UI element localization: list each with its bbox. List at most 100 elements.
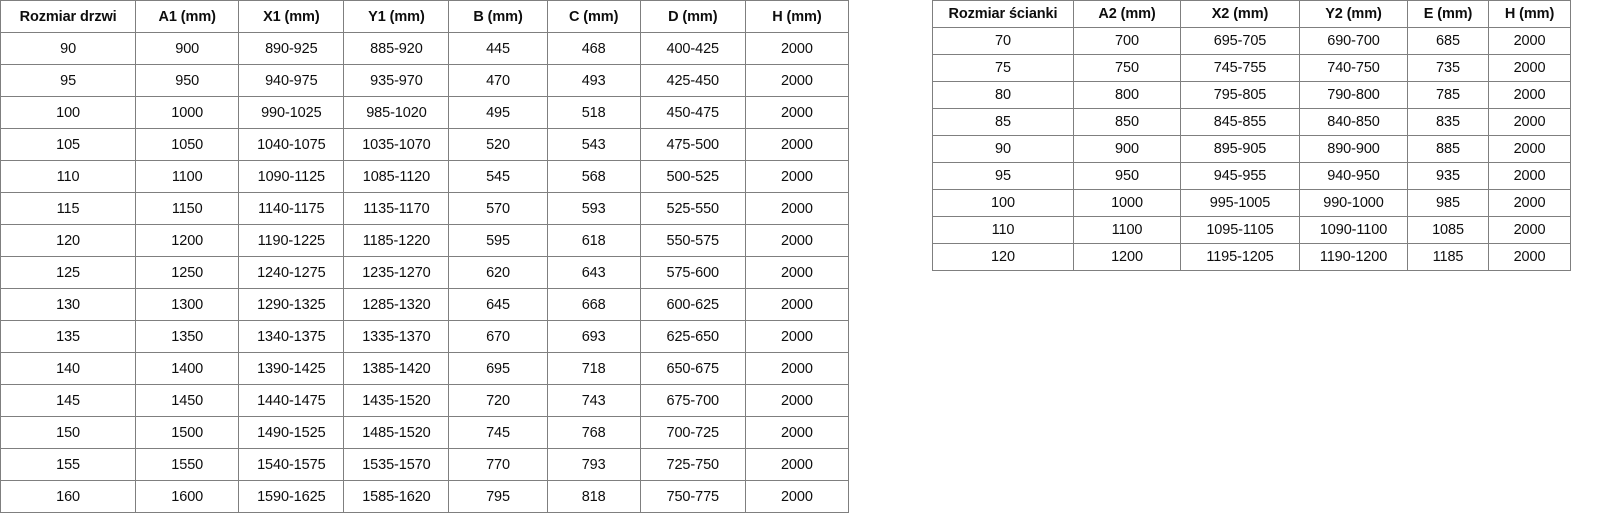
table-cell: 105	[0, 128, 137, 161]
table-cell: 130	[0, 288, 137, 321]
table-cell: 100	[932, 189, 1074, 217]
table-cell: 768	[546, 416, 641, 449]
table-cell: 550-575	[639, 224, 746, 257]
table-row: 100 1000 990-1025 985-1020 495 518 450-475 2000	[0, 96, 850, 129]
table-cell: 400-425	[639, 32, 746, 65]
table-cell: 693	[546, 320, 641, 353]
table-row: 115 1150 1140-1175 1135-1170 570 593 525-550 20…	[0, 192, 850, 225]
table-cell: 2000	[1488, 81, 1571, 109]
table-cell: 493	[546, 64, 641, 97]
table-row: 80 800 795-805 790-800 785 2000	[932, 81, 1571, 109]
table-cell: 1240-1275	[238, 256, 345, 289]
table-cell: 518	[546, 96, 641, 129]
table-cell: 668	[546, 288, 641, 321]
table-cell: 2000	[1488, 243, 1571, 271]
table-cell: 2000	[744, 320, 850, 353]
table-row: 105 1050 1040-1075 1035-1070 520 543 475-500 20…	[0, 128, 850, 161]
table-cell: 1040-1075	[238, 128, 345, 161]
table-cell: 793	[546, 448, 641, 481]
column-header-d: D (mm)	[639, 0, 746, 33]
table-cell: 735	[1407, 54, 1489, 82]
table-row: 125 1250 1240-1275 1235-1270 620 643 575-600 20…	[0, 256, 850, 289]
table-row: 120 1200 1190-1225 1185-1220 595 618 550-575 20…	[0, 224, 850, 257]
table-cell: 1335-1370	[343, 320, 450, 353]
table-cell: 1000	[1073, 189, 1181, 217]
column-header-wall-size: Rozmiar ścianki	[932, 0, 1074, 28]
table-cell: 125	[0, 256, 137, 289]
table-cell: 695	[448, 352, 548, 385]
column-header-door-size: Rozmiar drzwi	[0, 0, 137, 33]
table-cell: 1400	[135, 352, 240, 385]
table-cell: 155	[0, 448, 137, 481]
table-row: 130 1300 1290-1325 1285-1320 645 668 600-625 20…	[0, 288, 850, 321]
table-cell: 2000	[744, 192, 850, 225]
table-cell: 445	[448, 32, 548, 65]
table-cell: 950	[135, 64, 240, 97]
table-cell: 1050	[135, 128, 240, 161]
table-cell: 2000	[744, 448, 850, 481]
table-row: 160 1600 1590-1625 1585-1620 795 818 750-775 20…	[0, 480, 850, 513]
table-cell: 890-925	[238, 32, 345, 65]
table-cell: 150	[0, 416, 137, 449]
table-row: 110 1100 1090-1125 1085-1120 545 568 500-525 20…	[0, 160, 850, 193]
table-cell: 1235-1270	[343, 256, 450, 289]
table-cell: 1150	[135, 192, 240, 225]
table-cell: 690-700	[1299, 27, 1408, 55]
table-cell: 995-1005	[1180, 189, 1300, 217]
table-cell: 525-550	[639, 192, 746, 225]
table-cell: 985	[1407, 189, 1489, 217]
table-cell: 750	[1073, 54, 1181, 82]
table-cell: 620	[448, 256, 548, 289]
table-cell: 945-955	[1180, 162, 1300, 190]
table-cell: 1200	[135, 224, 240, 257]
table-cell: 1135-1170	[343, 192, 450, 225]
table-cell: 2000	[744, 32, 850, 65]
table-cell: 740-750	[1299, 54, 1408, 82]
table-cell: 115	[0, 192, 137, 225]
table-cell: 1290-1325	[238, 288, 345, 321]
table-cell: 1340-1375	[238, 320, 345, 353]
table-cell: 1035-1070	[343, 128, 450, 161]
table-cell: 575-600	[639, 256, 746, 289]
table-row: 70 700 695-705 690-700 685 2000	[932, 27, 1571, 55]
table-cell: 845-855	[1180, 108, 1300, 136]
table-cell: 595	[448, 224, 548, 257]
table-cell: 120	[0, 224, 137, 257]
table-cell: 695-705	[1180, 27, 1300, 55]
table-cell: 750-775	[639, 480, 746, 513]
table-cell: 1100	[1073, 216, 1181, 244]
table-cell: 890-900	[1299, 135, 1408, 163]
table-row: 75 750 745-755 740-750 735 2000	[932, 54, 1571, 82]
table-cell: 1140-1175	[238, 192, 345, 225]
table-cell: 745-755	[1180, 54, 1300, 82]
table-cell: 725-750	[639, 448, 746, 481]
table-cell: 468	[546, 32, 641, 65]
table-cell: 795-805	[1180, 81, 1300, 109]
table-cell: 790-800	[1299, 81, 1408, 109]
column-header-y2: Y2 (mm)	[1299, 0, 1408, 28]
table-cell: 85	[932, 108, 1074, 136]
column-header-h: H (mm)	[1488, 0, 1571, 28]
table-cell: 1085-1120	[343, 160, 450, 193]
table-cell: 90	[0, 32, 137, 65]
table-cell: 110	[932, 216, 1074, 244]
table-cell: 785	[1407, 81, 1489, 109]
column-header-x2: X2 (mm)	[1180, 0, 1300, 28]
table-row: 155 1550 1540-1575 1535-1570 770 793 725-750 20…	[0, 448, 850, 481]
table-cell: 1100	[135, 160, 240, 193]
column-header-b: B (mm)	[448, 0, 548, 33]
column-header-h: H (mm)	[744, 0, 850, 33]
table-cell: 1350	[135, 320, 240, 353]
table-cell: 120	[932, 243, 1074, 271]
table-cell: 1485-1520	[343, 416, 450, 449]
table-cell: 90	[932, 135, 1074, 163]
table-cell: 2000	[744, 288, 850, 321]
table-cell: 1185	[1407, 243, 1489, 271]
table-cell: 100	[0, 96, 137, 129]
table-cell: 593	[546, 192, 641, 225]
table-cell: 940-975	[238, 64, 345, 97]
table-cell: 900	[1073, 135, 1181, 163]
table-cell: 745	[448, 416, 548, 449]
table-cell: 520	[448, 128, 548, 161]
